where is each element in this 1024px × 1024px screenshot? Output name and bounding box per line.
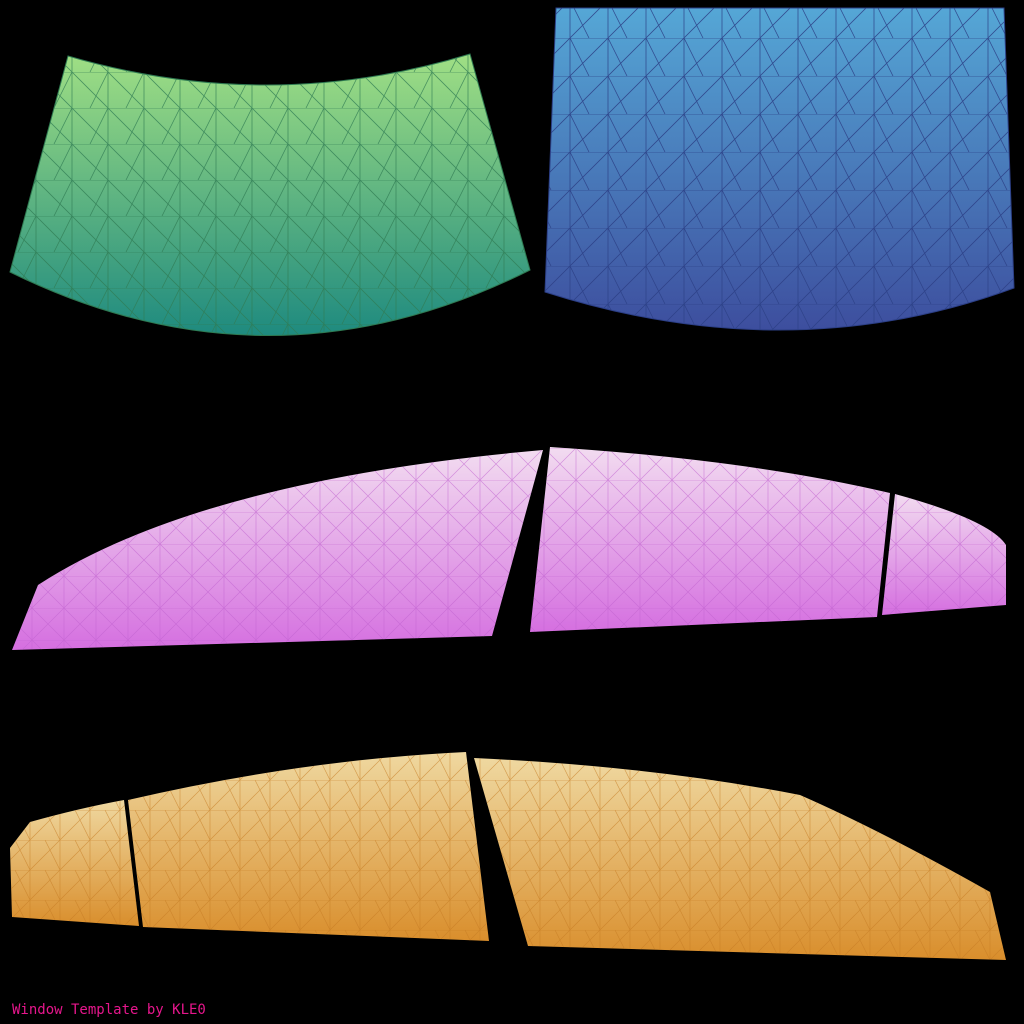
windshield-panel: [9, 53, 531, 336]
side-windows-lower: [10, 752, 1006, 960]
side-windows-upper: [12, 447, 1006, 650]
side-window-rear-a: [530, 447, 890, 632]
rear-window-panel: [544, 7, 1015, 331]
side-window-rear-b: [128, 752, 489, 941]
side-window-front-b: [474, 758, 1006, 960]
side-window-front-a: [12, 450, 543, 650]
side-window-quarter-b: [10, 800, 139, 926]
credit-text: Window Template by KLE0: [12, 1002, 206, 1018]
side-window-quarter-a: [882, 494, 1006, 615]
